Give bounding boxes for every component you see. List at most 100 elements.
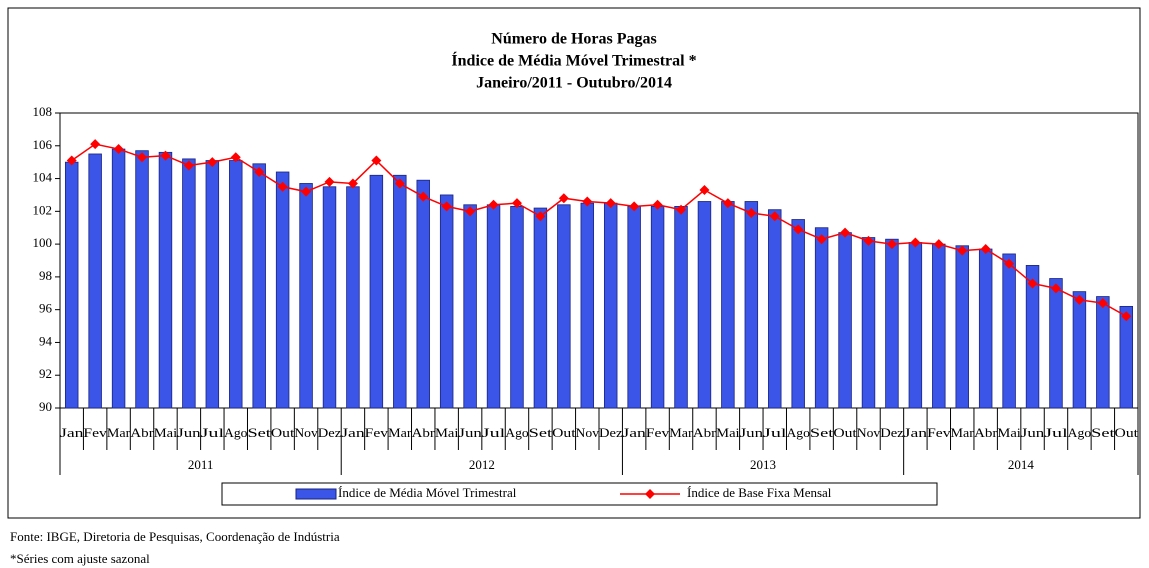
marker bbox=[394, 178, 405, 189]
year-label: 2011 bbox=[188, 457, 214, 472]
marker bbox=[910, 237, 921, 248]
marker bbox=[933, 239, 944, 250]
marker bbox=[629, 201, 640, 212]
marker bbox=[277, 181, 288, 192]
bar bbox=[64, 161, 79, 409]
marker bbox=[769, 211, 780, 222]
x-tick-label: Mar bbox=[388, 425, 412, 440]
bar bbox=[439, 194, 454, 409]
y-tick-label: 102 bbox=[33, 202, 53, 217]
chart-title: Índice de Média Móvel Trimestral * bbox=[451, 51, 696, 70]
bar bbox=[1072, 291, 1087, 409]
marker bbox=[137, 152, 148, 163]
x-tick-label: Ago bbox=[224, 425, 247, 440]
bar bbox=[229, 160, 243, 409]
marker bbox=[722, 198, 733, 209]
marker bbox=[652, 199, 663, 210]
marker bbox=[441, 201, 452, 212]
y-tick-label: 108 bbox=[33, 104, 53, 119]
bar bbox=[533, 207, 548, 409]
marker bbox=[816, 234, 827, 245]
x-tick-label: Dez bbox=[599, 425, 623, 440]
marker bbox=[1121, 311, 1132, 322]
marker bbox=[371, 155, 382, 166]
bar bbox=[697, 201, 712, 409]
x-tick-label: Out bbox=[1115, 425, 1139, 440]
bar bbox=[1096, 296, 1110, 409]
footnote: *Séries com ajuste sazonal bbox=[10, 551, 150, 566]
marker bbox=[324, 176, 335, 187]
bar bbox=[861, 237, 876, 409]
x-tick-label: Fev bbox=[365, 425, 389, 440]
marker bbox=[347, 178, 358, 189]
marker bbox=[535, 211, 546, 222]
x-tick-label: Jan bbox=[341, 425, 365, 440]
bar bbox=[1025, 265, 1040, 409]
bar bbox=[369, 174, 384, 409]
x-tick-label: Out bbox=[552, 425, 576, 440]
x-tick-label: Set bbox=[529, 425, 553, 440]
bar bbox=[1119, 305, 1134, 409]
year-label: 2014 bbox=[1008, 457, 1035, 472]
marker bbox=[699, 185, 710, 196]
marker bbox=[1050, 283, 1061, 294]
marker bbox=[90, 139, 101, 150]
bar bbox=[252, 163, 266, 409]
bar bbox=[838, 232, 852, 409]
x-tick-label: Jan bbox=[622, 425, 646, 440]
marker bbox=[558, 193, 569, 204]
legend-label: Índice de Base Fixa Mensal bbox=[687, 485, 832, 500]
y-tick-label: 104 bbox=[33, 170, 53, 185]
x-tick-label: Jul bbox=[201, 425, 225, 440]
marker bbox=[886, 239, 897, 250]
bar bbox=[322, 186, 337, 409]
bar bbox=[721, 201, 735, 409]
x-tick-label: Mai bbox=[997, 425, 1021, 440]
bar bbox=[346, 186, 360, 409]
x-tick-label: Fev bbox=[927, 425, 951, 440]
bar bbox=[88, 153, 102, 409]
bar bbox=[205, 160, 220, 409]
marker bbox=[465, 206, 476, 217]
marker bbox=[1027, 278, 1038, 289]
bar bbox=[978, 248, 993, 409]
x-tick-label: Jun bbox=[458, 425, 482, 440]
bar bbox=[768, 209, 782, 409]
marker bbox=[605, 198, 616, 209]
y-tick-label: 98 bbox=[39, 268, 52, 283]
x-tick-label: Mar bbox=[951, 425, 975, 440]
legend-box bbox=[221, 482, 938, 506]
bar bbox=[1002, 253, 1016, 409]
x-tick-label: Jan bbox=[60, 425, 84, 440]
marker bbox=[863, 235, 874, 246]
marker bbox=[254, 167, 265, 177]
marker bbox=[1097, 298, 1108, 309]
bar bbox=[650, 206, 665, 409]
marker bbox=[183, 160, 194, 171]
line bbox=[71, 143, 1127, 317]
x-tick-label: Mai bbox=[716, 425, 740, 440]
marker bbox=[840, 227, 851, 238]
marker bbox=[676, 204, 687, 215]
x-tick-label: Jul bbox=[482, 425, 506, 440]
bar bbox=[603, 202, 618, 409]
year-label: 2012 bbox=[469, 457, 495, 472]
marker bbox=[957, 245, 968, 256]
bar bbox=[463, 204, 477, 409]
x-tick-label: Mai bbox=[435, 425, 459, 440]
marker bbox=[66, 155, 77, 166]
x-tick-label: Fev bbox=[646, 425, 670, 440]
bar bbox=[791, 219, 805, 409]
x-tick-label: Dez bbox=[318, 425, 342, 440]
bar bbox=[393, 174, 407, 409]
x-tick-label: Mai bbox=[154, 425, 178, 440]
x-tick-label: Jun bbox=[740, 425, 764, 440]
x-tick-label: Ago bbox=[1068, 425, 1091, 440]
marker bbox=[511, 198, 522, 209]
bar bbox=[627, 206, 641, 409]
legend-swatch bbox=[645, 489, 655, 499]
y-tick-label: 94 bbox=[39, 333, 53, 348]
marker bbox=[230, 152, 241, 163]
marker bbox=[160, 150, 171, 161]
